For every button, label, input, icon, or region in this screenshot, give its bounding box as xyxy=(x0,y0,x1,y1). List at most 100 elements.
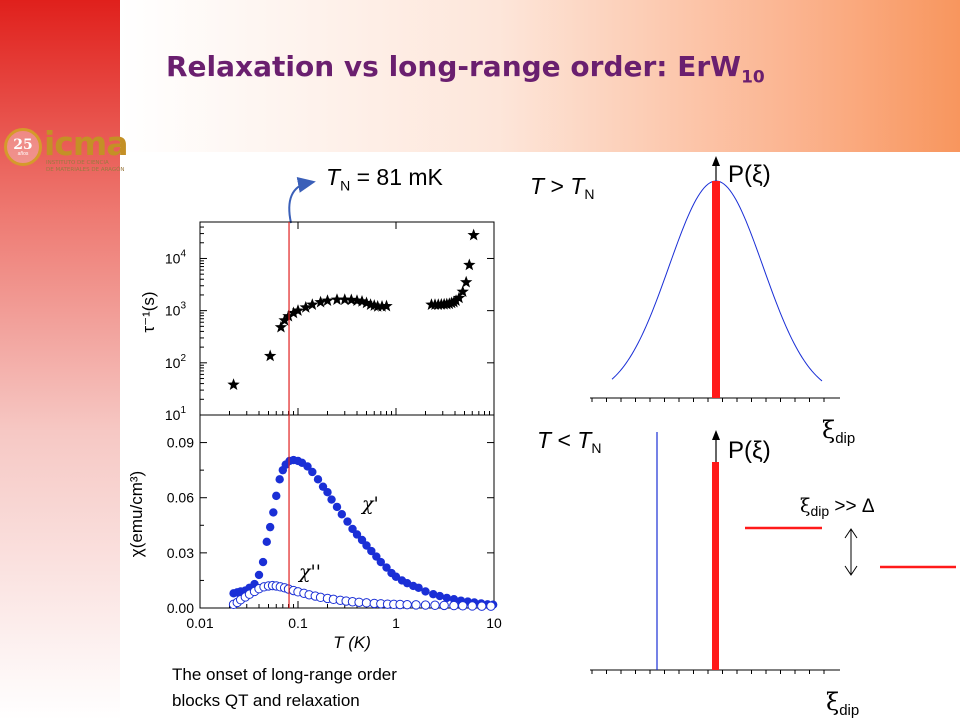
relaxation-star-point xyxy=(274,320,288,333)
high-t-title-t: T xyxy=(530,173,546,199)
susceptibility-x-tick-label: 10 xyxy=(486,615,502,631)
tick-base: 10 xyxy=(165,355,181,371)
chi-imag-point xyxy=(477,601,487,611)
caption-line-1: The onset of long-range order xyxy=(172,665,397,684)
relaxation-star-point xyxy=(345,293,358,306)
logo-subline-1: INSTITUTO DE CIENCIA xyxy=(46,160,109,166)
tn-label-t: T xyxy=(326,164,341,190)
chi-imag-point xyxy=(420,600,431,610)
low-t-x-label-base: ξ xyxy=(826,688,839,716)
susceptibility-y-tick-label: 0.03 xyxy=(167,545,194,561)
relaxation-star-point xyxy=(306,298,319,310)
slide-title-main: Relaxation vs long-range order: ErW xyxy=(166,50,742,83)
low-t-title: T < TN xyxy=(537,427,601,456)
high-t-red-bar xyxy=(712,181,720,398)
chi-real-point xyxy=(272,491,281,501)
low-t-title-t2: T xyxy=(577,427,593,453)
relaxation-star-point xyxy=(463,258,476,271)
chi-real-point xyxy=(269,508,278,517)
tick-base: 10 xyxy=(165,407,181,423)
chi-real-point xyxy=(421,587,430,596)
high-t-x-label-sub: dip xyxy=(835,430,855,447)
chi-imag-point xyxy=(402,599,412,610)
tn-label-value: = 81 mK xyxy=(350,164,443,190)
relaxation-star-point xyxy=(360,296,373,309)
chi-real-point xyxy=(382,563,391,572)
susceptibility-panel: 0.00 0.03 0.06 0.09 0.01 0.1 1 10 χ(emu/cm³) T… xyxy=(127,414,502,652)
chi-real-point xyxy=(442,593,452,603)
relaxation-star-point xyxy=(456,285,469,298)
chi-real-label: χ' xyxy=(360,493,379,515)
high-temperature-distribution-panel: T > TN P(ξ) ξdip xyxy=(530,156,855,447)
chi-real-point xyxy=(362,541,371,550)
tick-exponent: 1 xyxy=(180,405,186,416)
susceptibility-plot-frame xyxy=(199,414,495,609)
relaxation-star-point xyxy=(291,304,305,316)
left-gradient-bar xyxy=(0,0,120,720)
chi-real-point xyxy=(414,583,423,592)
susceptibility-data-points xyxy=(228,455,498,611)
relaxation-y-tick-label: 103 xyxy=(165,301,187,319)
chi-imag-point xyxy=(458,601,468,611)
chi-real-point xyxy=(313,475,323,484)
annotation-base: ξ xyxy=(800,495,810,517)
logo-number: 25 xyxy=(13,137,33,153)
susceptibility-x-tick-label: 0.01 xyxy=(186,615,213,631)
susceptibility-x-tick-labels: 0.01 0.1 1 10 xyxy=(186,615,502,631)
logo-subline-2: DE MATERIALES DE ARAGÓN xyxy=(46,167,125,173)
chi-real-point xyxy=(332,502,342,512)
chi-imag-label: χ'' xyxy=(297,561,321,583)
low-t-x-label-sub: dip xyxy=(839,702,859,719)
chi-real-point xyxy=(376,557,386,567)
relaxation-star-point xyxy=(330,293,344,305)
neel-temperature-label: TN = 81 mK xyxy=(326,164,443,194)
high-t-title: T > TN xyxy=(530,173,594,202)
relaxation-star-point xyxy=(375,300,389,312)
chi-real-point xyxy=(262,537,271,547)
slide-caption: The onset of long-range order blocks QT a… xyxy=(172,662,397,714)
relaxation-plot-frame xyxy=(199,221,495,416)
dipolar-bias-annotation: ξdip >> Δ xyxy=(800,495,875,519)
chi-real-point xyxy=(258,557,268,567)
relaxation-tick-group xyxy=(199,221,495,416)
low-temperature-distribution-panel: T < TN P(ξ) ξdip ξdip >> Δ xyxy=(537,427,956,719)
low-t-red-bar xyxy=(712,462,719,670)
high-t-y-axis-arrow-icon xyxy=(712,156,720,166)
tick-exponent: 4 xyxy=(180,248,186,259)
slide-title-subscript: 10 xyxy=(741,67,765,88)
high-t-y-label-text: P(ξ) xyxy=(728,161,771,188)
relaxation-y-tick-label: 101 xyxy=(165,405,187,423)
susceptibility-x-tick-label: 1 xyxy=(392,615,400,631)
chi-real-point xyxy=(275,475,284,484)
high-t-y-label: P(ξ) xyxy=(728,161,771,188)
susceptibility-x-axis-label: T (K) xyxy=(333,633,371,652)
anniversary-badge-icon: 25 años xyxy=(4,128,42,166)
low-t-title-t: T xyxy=(537,427,553,453)
chi-imag-point xyxy=(430,600,440,610)
slide-title: Relaxation vs long-range order: ErW10 xyxy=(166,50,765,88)
logo-text: icma xyxy=(44,124,129,163)
logo-subtitle: INSTITUTO DE CIENCIA DE MATERIALES DE ARA… xyxy=(46,160,125,174)
tick-exponent: 2 xyxy=(180,353,186,364)
high-t-x-label: ξdip xyxy=(822,416,855,447)
icma-logo: 25 años icma INSTITUTO DE CIENCIA DE MATE… xyxy=(0,124,130,174)
chi-imag-point xyxy=(411,600,421,610)
chi-real-point xyxy=(254,570,264,580)
chi-real-point xyxy=(435,591,445,601)
chi-real-point xyxy=(352,530,362,539)
chi-real-point xyxy=(323,488,332,497)
chi-real-point xyxy=(265,522,275,532)
tn-pointer-arrow xyxy=(288,176,316,224)
caption-line-2: blocks QT and relaxation xyxy=(172,691,360,710)
low-t-title-sub: N xyxy=(591,440,601,456)
chi-real-point xyxy=(367,546,376,556)
low-t-x-label: ξdip xyxy=(826,688,859,719)
chi-real-point xyxy=(327,495,336,504)
susceptibility-y-tick-labels: 0.00 0.03 0.06 0.09 xyxy=(167,435,194,616)
susceptibility-y-tick-label: 0.09 xyxy=(167,435,194,451)
relaxation-star-point xyxy=(338,293,351,305)
tn-label-sub: N xyxy=(340,177,351,194)
relaxation-y-tick-label: 102 xyxy=(165,353,187,371)
